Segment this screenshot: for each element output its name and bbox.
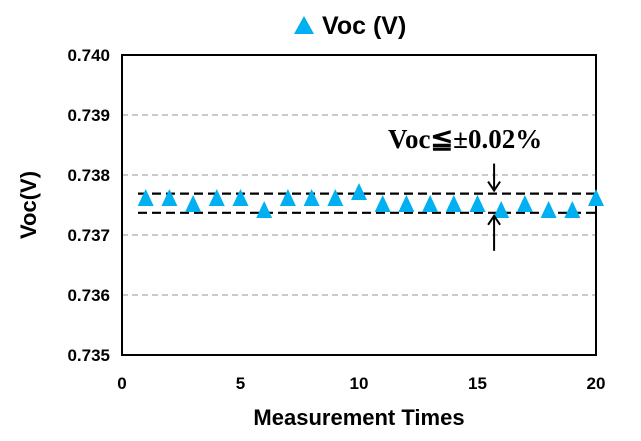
data-point <box>161 189 178 206</box>
data-point <box>374 195 391 212</box>
data-point <box>208 189 225 206</box>
x-tick-label: 20 <box>587 374 606 393</box>
annotation-text: Voc≦±0.02% <box>388 124 542 154</box>
data-point <box>422 195 439 212</box>
arrow-up-head <box>487 213 501 226</box>
data-point <box>137 189 154 206</box>
y-tick-label: 0.737 <box>67 226 110 245</box>
data-point <box>445 195 462 212</box>
data-point <box>303 189 320 206</box>
x-tick-label: 5 <box>236 374 245 393</box>
data-point <box>232 189 249 206</box>
data-point <box>588 189 604 206</box>
y-tick-label: 0.738 <box>67 166 110 185</box>
data-point <box>185 195 202 212</box>
data-point <box>540 201 557 218</box>
x-tick-label: 0 <box>117 374 126 393</box>
data-point <box>279 189 296 206</box>
x-axis-label: Measurement Times <box>253 405 464 430</box>
data-point <box>469 195 486 212</box>
data-point <box>351 183 367 200</box>
data-point <box>564 201 581 218</box>
data-point <box>327 189 344 206</box>
y-tick-label: 0.735 <box>67 346 110 365</box>
data-point <box>398 195 415 212</box>
arrow-down-head <box>487 181 501 193</box>
chart-title: Voc (V) <box>322 12 406 40</box>
data-point <box>493 201 510 218</box>
x-tick-label: 10 <box>350 374 369 393</box>
y-axis-label: Voc(V) <box>16 171 41 239</box>
data-point <box>256 201 273 218</box>
x-tick-label: 15 <box>468 374 487 393</box>
y-tick-label: 0.740 <box>67 46 110 65</box>
data-point <box>516 195 533 212</box>
y-tick-label: 0.736 <box>67 286 110 305</box>
y-tick-label: 0.739 <box>67 106 110 125</box>
legend-marker <box>294 16 314 34</box>
